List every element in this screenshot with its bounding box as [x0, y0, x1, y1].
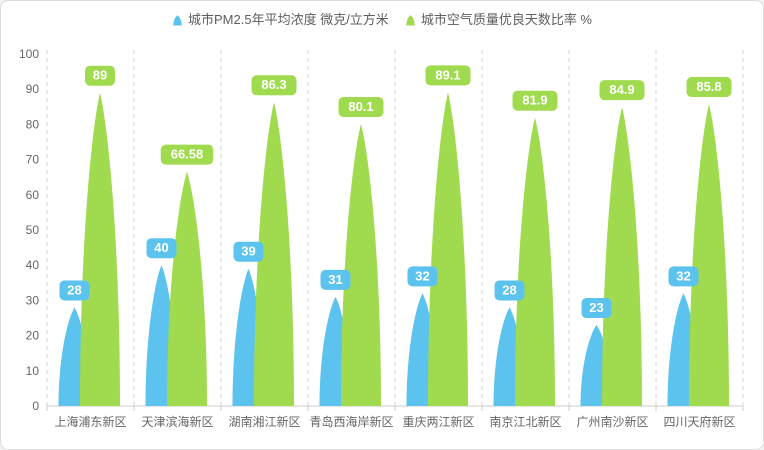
value-badge-bg [146, 238, 177, 259]
value-badge-bg [320, 269, 351, 290]
value-badge: 81.9 [512, 90, 558, 111]
petal-icon-blue [173, 14, 182, 25]
value-badge-text: 84.9 [609, 82, 634, 97]
x-category-label: 广州南沙新区 [576, 414, 648, 429]
value-badge-bg [85, 65, 115, 86]
legend-item-air-quality[interactable]: 城市空气质量优良天数比率 % [405, 13, 592, 26]
bar-air-quality[interactable] [689, 103, 729, 406]
y-tick-label: 80 [26, 117, 40, 131]
value-badge: 66.58 [160, 144, 214, 165]
legend-item-pm25[interactable]: 城市PM2.5年平均浓度 微克/立方米 [172, 13, 389, 26]
value-badge-bg [668, 266, 699, 287]
value-badge: 80.1 [338, 97, 384, 118]
value-badge: 32 [407, 266, 438, 287]
value-badge-bg [494, 280, 525, 301]
y-tick-label: 60 [26, 188, 40, 202]
x-category-label: 湖南湘江新区 [228, 414, 300, 429]
x-category-label: 重庆两江新区 [402, 414, 474, 429]
value-badge-text: 23 [589, 300, 603, 315]
value-badge-bg [59, 280, 90, 301]
y-tick-label: 20 [26, 329, 40, 343]
bar-air-quality[interactable] [254, 102, 294, 406]
value-badge-text: 89 [93, 68, 107, 83]
value-badge-bg [686, 76, 732, 97]
value-badge: 39 [233, 241, 264, 262]
value-badge-text: 39 [241, 244, 255, 259]
y-tick-label: 100 [19, 47, 39, 61]
value-badge-text: 28 [67, 282, 81, 297]
value-badge: 23 [581, 298, 612, 319]
bar-air-quality[interactable] [167, 171, 207, 406]
value-badge-bg [581, 298, 612, 319]
x-category-label: 天津滨海新区 [141, 414, 213, 429]
value-badge-text: 40 [154, 240, 168, 255]
value-badge: 31 [320, 269, 351, 290]
y-tick-label: 0 [32, 399, 39, 413]
legend-label-air-quality: 城市空气质量优良天数比率 % [420, 12, 592, 27]
value-badge-text: 66.58 [171, 147, 204, 162]
y-tick-label: 70 [26, 153, 40, 167]
value-badge-bg [599, 80, 645, 101]
value-badge-bg [160, 144, 214, 165]
value-badge-text: 80.1 [348, 99, 373, 114]
petal-icon-green [406, 14, 415, 25]
x-category-label: 南京江北新区 [489, 414, 561, 429]
value-badge-bg [251, 75, 297, 96]
bar-air-quality[interactable] [515, 117, 555, 406]
x-category-label: 青岛西海岸新区 [309, 414, 393, 429]
value-badge-bg [338, 97, 384, 118]
bar-air-quality[interactable] [80, 92, 120, 406]
value-badge: 89.1 [425, 65, 471, 86]
value-badge-text: 86.3 [261, 77, 286, 92]
bar-air-quality[interactable] [428, 92, 468, 407]
bar-air-quality[interactable] [602, 107, 642, 406]
x-category-label: 上海浦东新区 [54, 414, 126, 429]
value-badge-bg [425, 65, 471, 86]
value-badge-bg [512, 90, 558, 111]
y-tick-label: 50 [26, 223, 40, 237]
y-tick-label: 30 [26, 293, 40, 307]
value-badge: 28 [59, 280, 90, 301]
value-badge-text: 32 [676, 268, 690, 283]
value-badge-text: 89.1 [435, 67, 460, 82]
value-badge: 84.9 [599, 80, 645, 101]
value-badge: 85.8 [686, 76, 732, 97]
value-badge-bg [233, 241, 264, 262]
y-tick-label: 90 [26, 82, 40, 96]
value-badge: 32 [668, 266, 699, 287]
value-badge-text: 32 [415, 268, 429, 283]
value-badge-bg [407, 266, 438, 287]
legend-label-pm25: 城市PM2.5年平均浓度 微克/立方米 [188, 12, 389, 27]
value-badge-text: 31 [328, 272, 342, 287]
y-tick-label: 10 [26, 364, 40, 378]
value-badge-text: 28 [502, 282, 516, 297]
bar-air-quality[interactable] [341, 124, 381, 406]
legend: 城市PM2.5年平均浓度 微克/立方米 城市空气质量优良天数比率 % [1, 13, 763, 26]
value-badge: 40 [146, 238, 177, 259]
value-badge-text: 81.9 [522, 93, 547, 108]
value-badge-text: 85.8 [696, 79, 721, 94]
value-badge: 89 [85, 65, 115, 86]
y-tick-label: 40 [26, 258, 40, 272]
value-badge: 28 [494, 280, 525, 301]
value-badge: 86.3 [251, 75, 297, 96]
x-category-label: 四川天府新区 [663, 414, 735, 429]
